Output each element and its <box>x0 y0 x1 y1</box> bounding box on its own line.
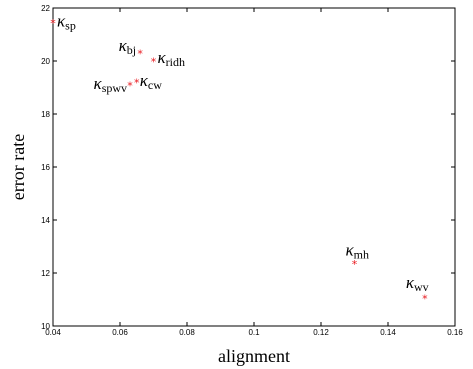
x-axis-ticks: 0.04 0.06 0.08 0.1 0.12 0.14 0.16 <box>45 8 463 337</box>
data-point-label: κspwv <box>94 74 128 95</box>
x-tick-label: 0.08 <box>179 328 195 337</box>
x-tick-label: 0.12 <box>313 328 329 337</box>
y-tick-label: 22 <box>41 4 50 13</box>
y-tick-label: 14 <box>41 216 50 225</box>
data-point-marker: * <box>422 293 428 306</box>
y-axis-label: error rate <box>8 134 28 200</box>
y-tick-label: 18 <box>41 110 50 119</box>
x-tick-label: 0.16 <box>447 328 463 337</box>
data-point-marker: * <box>127 79 133 92</box>
data-point-label: κridh <box>158 48 186 69</box>
x-tick-label: 0.06 <box>112 328 128 337</box>
data-point-marker: * <box>50 17 56 30</box>
y-tick-label: 10 <box>41 322 50 331</box>
y-tick-label: 12 <box>41 269 50 278</box>
plot-frame <box>52 7 456 327</box>
data-points: * κsp*κbj* κridh*κspwv * κcw*κmh*κwv <box>50 12 428 306</box>
data-point-label: κmh <box>346 241 370 262</box>
x-tick-label: 0.1 <box>248 328 260 337</box>
data-point-marker: * <box>137 48 143 61</box>
data-point-label: κbj <box>119 36 137 57</box>
x-axis-label: alignment <box>218 346 290 366</box>
x-tick-label: 0.04 <box>45 328 61 337</box>
x-tick-label: 0.14 <box>380 328 396 337</box>
data-point-label: κcw <box>140 71 162 92</box>
y-tick-label: 16 <box>41 163 50 172</box>
y-axis-ticks: 10 12 14 16 18 20 22 <box>41 4 455 331</box>
data-point-label: κwv <box>406 273 429 294</box>
y-tick-label: 20 <box>41 57 50 66</box>
data-point-marker: * <box>352 258 358 271</box>
data-point-label: κsp <box>57 12 76 33</box>
data-point-marker: * <box>134 77 140 90</box>
data-point-marker: * <box>151 56 157 69</box>
